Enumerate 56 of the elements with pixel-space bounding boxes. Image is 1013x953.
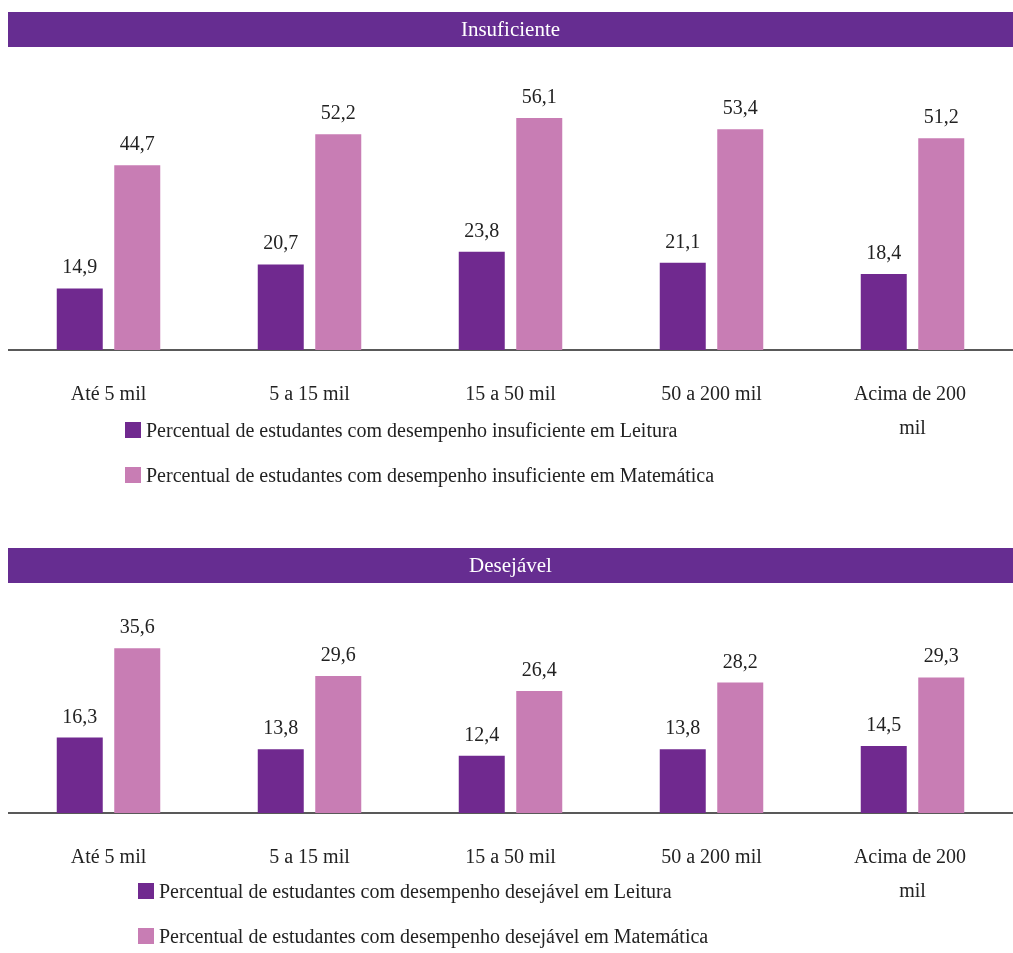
data-label: 35,6 — [119, 615, 155, 638]
data-label: 13,8 — [665, 716, 701, 739]
bar — [659, 262, 706, 350]
bar — [257, 749, 304, 813]
bar — [659, 749, 706, 813]
bar — [56, 288, 103, 350]
data-label: 23,8 — [464, 218, 500, 241]
bar — [257, 264, 304, 350]
bar — [918, 138, 965, 350]
bar — [918, 677, 965, 813]
data-label: 51,2 — [923, 105, 959, 128]
x-tick-label: 5 a 15 mil — [269, 382, 351, 404]
x-tick-label: Até 5 mil — [70, 382, 147, 404]
data-label: 26,4 — [521, 657, 557, 680]
bar — [516, 690, 563, 813]
x-tick-label: 15 a 50 mil — [465, 382, 557, 404]
bar — [114, 648, 161, 813]
data-label: 14,5 — [866, 712, 902, 735]
data-label: 16,3 — [62, 704, 98, 727]
x-tick-label: Acima de 200 mil — [853, 845, 972, 901]
x-tick-label: Acima de 200 mil — [853, 382, 972, 438]
data-label: 56,1 — [521, 85, 557, 108]
bar — [717, 682, 764, 813]
data-label: 53,4 — [722, 96, 758, 119]
x-tick-label: Até 5 mil — [70, 845, 147, 867]
bar — [315, 134, 362, 350]
chart-title: Insuficiente — [8, 12, 1013, 47]
legend-label: Percentual de estudantes com desempenho desejável em Matemática — [159, 925, 709, 948]
data-label: 14,9 — [62, 255, 98, 278]
data-label: 20,7 — [263, 231, 299, 254]
bar — [114, 165, 161, 350]
legend-label: Percentual de estudantes com desempenho desejável em Leitura — [159, 880, 672, 903]
data-label: 29,3 — [923, 644, 959, 667]
bar — [56, 737, 103, 813]
data-label: 29,6 — [320, 643, 356, 666]
data-label: 13,8 — [263, 716, 299, 739]
x-tick-label: 50 a 200 mil — [661, 382, 763, 404]
bar — [860, 745, 907, 813]
data-label: 44,7 — [119, 132, 155, 155]
x-tick-label: 50 a 200 mil — [661, 845, 763, 867]
data-label: 12,4 — [464, 722, 500, 745]
legend-label: Percentual de estudantes com desempenho insuficiente em Leitura — [146, 419, 678, 442]
data-label: 18,4 — [866, 240, 902, 263]
bar — [458, 755, 505, 813]
x-tick-label: 15 a 50 mil — [465, 845, 557, 867]
legend-label: Percentual de estudantes com desempenho insuficiente em Matemática — [146, 464, 715, 487]
data-label: 52,2 — [320, 101, 356, 124]
bar — [458, 251, 505, 350]
bar — [315, 676, 362, 813]
data-label: 28,2 — [722, 649, 758, 672]
data-label: 21,1 — [665, 229, 701, 252]
bar — [717, 129, 764, 350]
chart-title: Desejável — [8, 548, 1013, 583]
bar — [516, 118, 563, 350]
x-tick-label: 5 a 15 mil — [269, 845, 351, 867]
bar — [860, 273, 907, 350]
